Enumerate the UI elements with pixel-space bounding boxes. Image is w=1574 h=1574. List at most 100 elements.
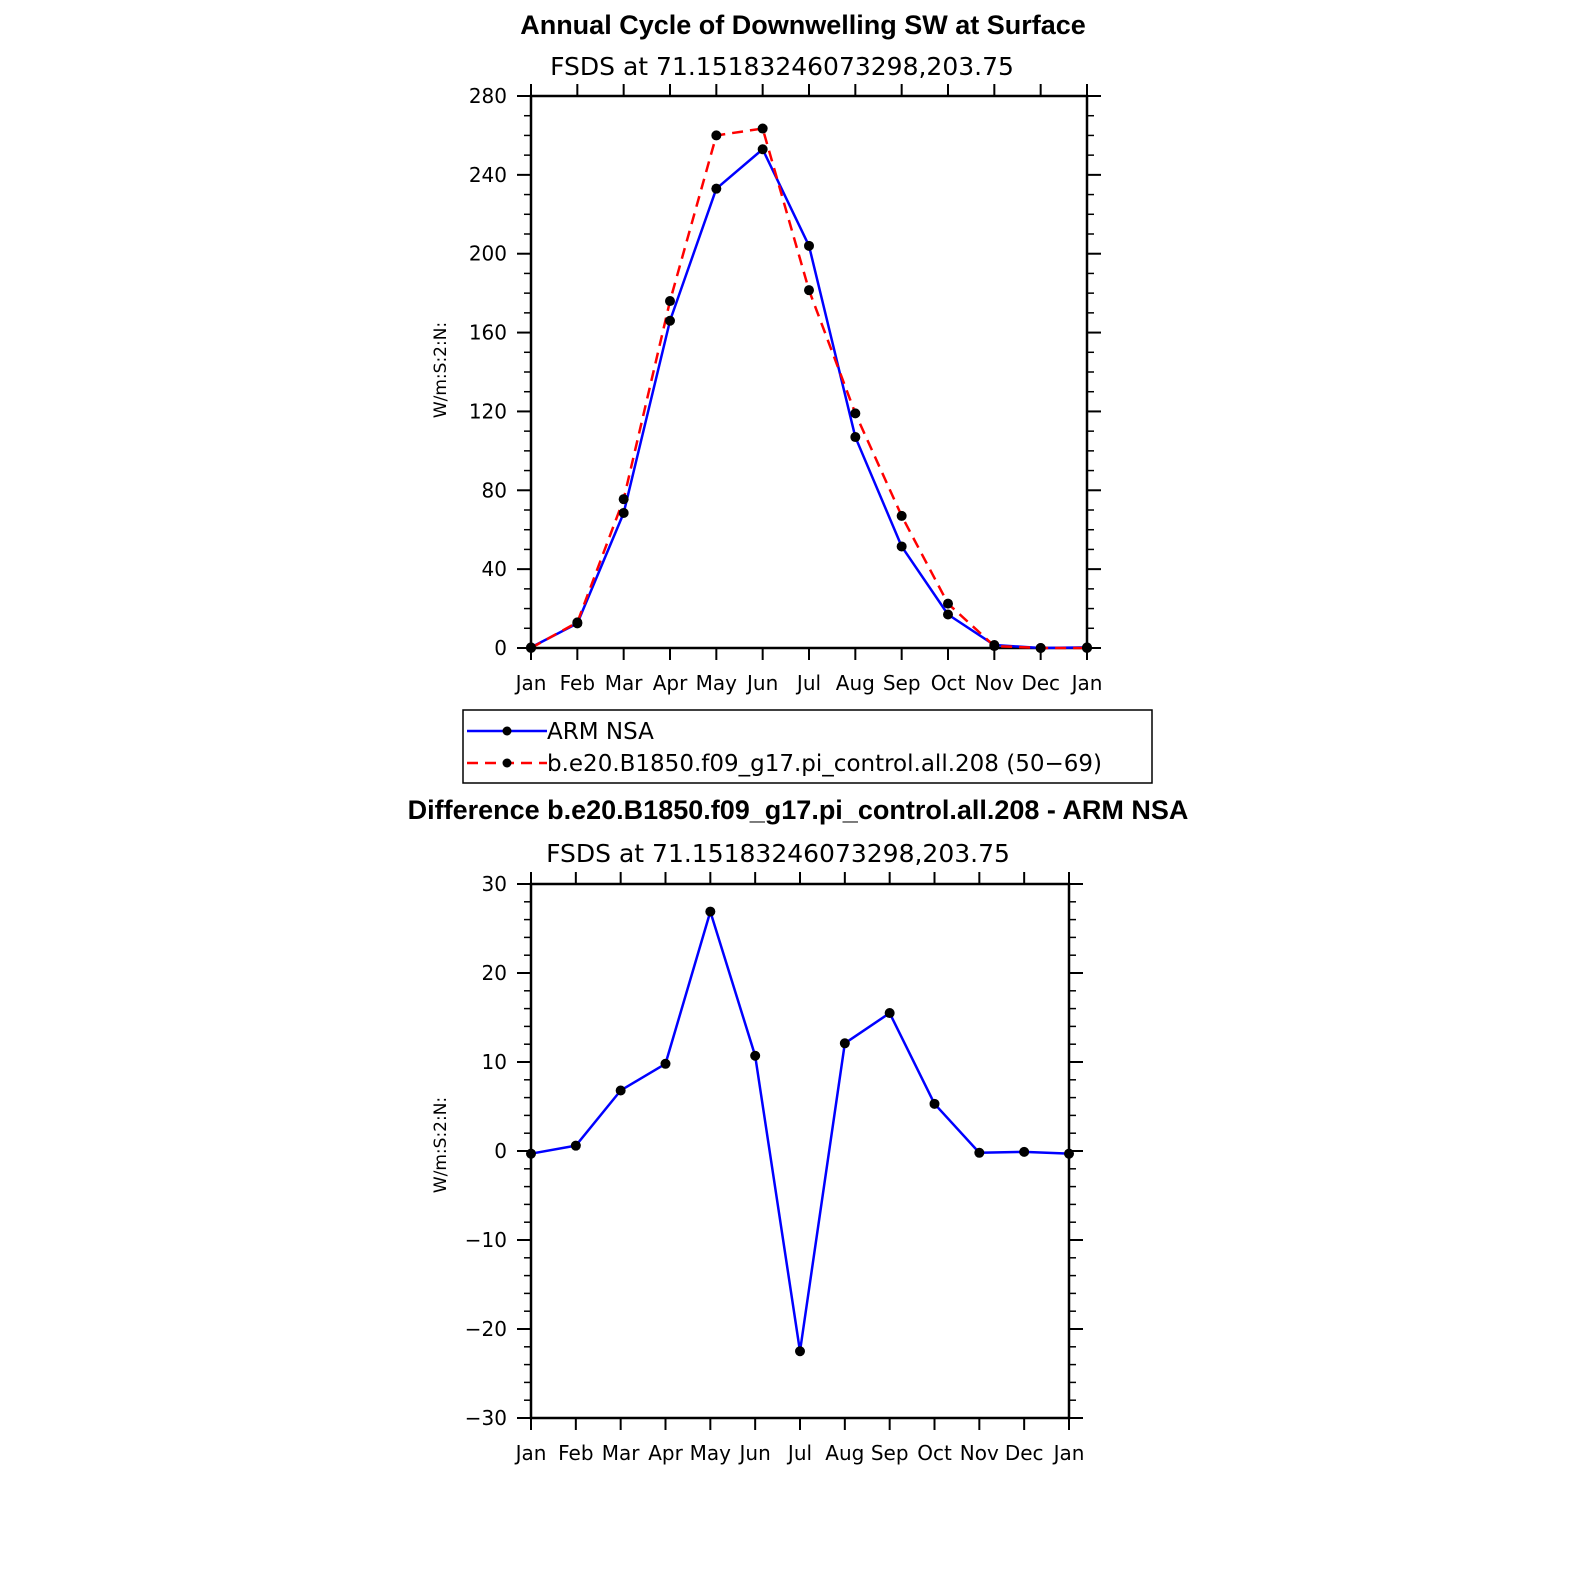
series-line-secondary <box>530 127 1087 650</box>
y-tick-label: 10 <box>482 1050 507 1074</box>
x-tick-label: Apr <box>648 1441 683 1465</box>
y-tick-label: 20 <box>482 961 507 985</box>
x-tick-label: Apr <box>653 671 688 695</box>
x-axis-ticks: Jan Feb Mar Apr May Jun Jul Aug Sep Oct Nov Dec Jan <box>514 84 1103 695</box>
x-tick-label: Jan <box>1052 1441 1085 1465</box>
x-tick-label: Aug <box>836 671 875 695</box>
data-point <box>711 130 722 141</box>
axes-frame <box>529 94 1089 650</box>
plot-area-border <box>529 882 1071 1420</box>
y-tick-label: 160 <box>469 321 507 345</box>
series-line-primary <box>530 147 1088 650</box>
y-tick-label: 120 <box>469 399 507 423</box>
legend-marker-arm-nsa <box>502 726 512 736</box>
x-tick-label: Jan <box>1070 671 1103 695</box>
y-tick-label: 30 <box>482 872 507 896</box>
data-point <box>618 494 629 505</box>
data-point <box>929 1098 940 1109</box>
data-point <box>943 598 953 609</box>
x-tick-label: Dec <box>1005 1441 1044 1465</box>
legend: ARM NSA b.e20.B1850.f09_g17.pi_control.a… <box>462 709 1153 784</box>
difference-panel: Difference b.e20.B1850.f09_g17.pi_contro… <box>408 795 1189 1465</box>
data-point <box>618 507 629 518</box>
y-tick-label: −10 <box>465 1228 507 1252</box>
data-point <box>974 1147 985 1158</box>
data-point <box>572 617 583 628</box>
data-point <box>850 432 861 443</box>
y-tick-label: 200 <box>469 242 507 266</box>
y-tick-label: 280 <box>469 84 507 108</box>
legend-marker-model <box>502 758 512 768</box>
y-tick-label: −20 <box>465 1317 507 1341</box>
data-point <box>750 1050 761 1061</box>
y-tick-label: 0 <box>494 636 507 660</box>
data-point <box>1082 643 1092 653</box>
x-tick-label: Nov <box>960 1441 999 1465</box>
y-axis-label: W/m:S:2:N: <box>431 322 451 418</box>
data-point <box>665 315 675 326</box>
plot-area-border <box>529 94 1089 650</box>
x-tick-label: Jan <box>514 1441 547 1465</box>
data-point <box>795 1346 805 1357</box>
legend-box <box>462 709 1153 784</box>
x-tick-label: Feb <box>558 1441 593 1465</box>
data-point <box>711 183 722 194</box>
data-point <box>660 1058 671 1069</box>
x-tick-label: Oct <box>931 671 966 695</box>
data-point <box>896 541 907 552</box>
x-tick-label: Sep <box>871 1441 909 1465</box>
series-layer <box>526 906 1074 1357</box>
chart-title: Difference b.e20.B1850.f09_g17.pi_contro… <box>408 795 1189 825</box>
y-tick-label: 80 <box>482 478 507 502</box>
chart-title: Annual Cycle of Downwelling SW at Surfac… <box>520 10 1086 40</box>
x-tick-label: May <box>690 1441 732 1465</box>
y-axis-ticks: 0 40 80 120 160 200 240 280 <box>469 84 1101 660</box>
data-point <box>989 641 1000 652</box>
data-point <box>804 285 814 296</box>
x-tick-label: May <box>696 671 738 695</box>
y-tick-label: 40 <box>482 557 507 581</box>
x-tick-label: Mar <box>602 1441 641 1465</box>
x-axis-ticks: Jan Feb Mar Apr May Jun Jul Aug Sep Oct Nov Dec Jan <box>514 872 1085 1465</box>
data-point <box>896 510 907 521</box>
data-point <box>526 643 536 653</box>
data-point <box>1035 643 1046 653</box>
data-point <box>850 408 861 419</box>
y-tick-label: 0 <box>494 1139 507 1163</box>
data-point <box>943 609 953 620</box>
y-axis-ticks: −30 −20 −10 0 10 20 30 <box>465 872 1083 1430</box>
axes-frame <box>529 882 1071 1420</box>
data-point <box>665 296 675 307</box>
series-layer <box>526 123 1092 653</box>
x-tick-label: Jun <box>745 671 778 695</box>
x-tick-label: Jul <box>786 1441 812 1465</box>
x-tick-label: Jun <box>738 1441 771 1465</box>
chart-subtitle: FSDS at 71.15183246073298,203.75 <box>550 52 1014 81</box>
series-line-primary <box>530 910 1070 1353</box>
x-tick-label: Jan <box>514 671 547 695</box>
data-point <box>804 240 814 251</box>
data-point <box>884 1008 895 1019</box>
x-tick-label: Feb <box>560 671 595 695</box>
y-tick-label: −30 <box>465 1406 507 1430</box>
x-tick-label: Aug <box>825 1441 864 1465</box>
y-tick-label: 240 <box>469 163 507 187</box>
x-tick-label: Oct <box>917 1441 952 1465</box>
legend-label-model: b.e20.B1850.f09_g17.pi_control.all.208 (… <box>547 751 1102 777</box>
x-tick-label: Mar <box>605 671 644 695</box>
y-axis-label: W/m:S:2:N: <box>431 1097 451 1193</box>
data-point <box>1019 1146 1030 1157</box>
annual-cycle-panel: Annual Cycle of Downwelling SW at Surfac… <box>431 10 1102 695</box>
data-point <box>526 1148 536 1159</box>
x-tick-label: Dec <box>1021 671 1060 695</box>
data-point <box>570 1140 581 1151</box>
data-point <box>615 1085 626 1096</box>
data-point <box>839 1038 850 1049</box>
legend-label-arm-nsa: ARM NSA <box>547 719 654 745</box>
data-point <box>757 144 768 155</box>
x-tick-label: Nov <box>975 671 1014 695</box>
data-point <box>1064 1148 1074 1159</box>
data-point <box>705 906 716 917</box>
data-point <box>757 123 768 134</box>
